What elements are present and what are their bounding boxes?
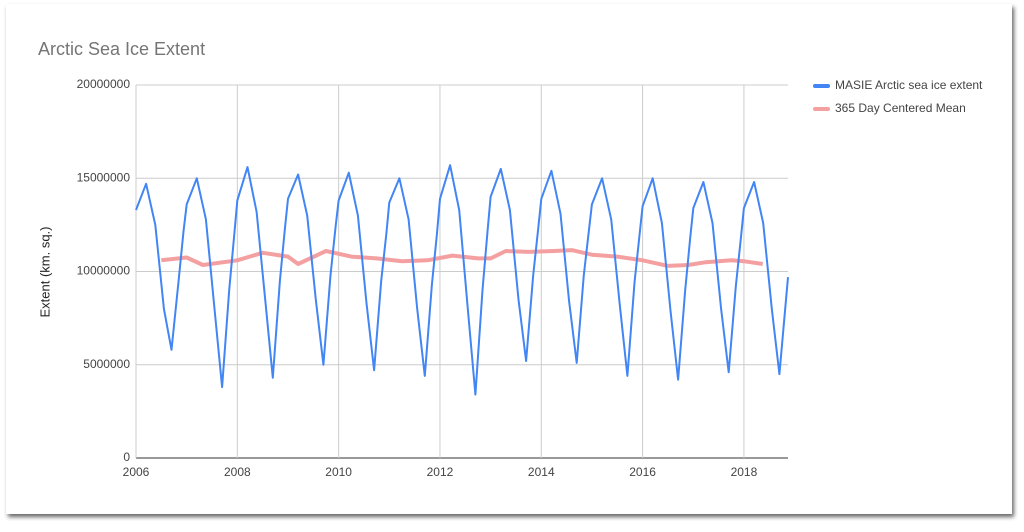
y-axis-label: Extent (km. sq.) (37, 226, 52, 317)
chart-title: Arctic Sea Ice Extent (38, 39, 205, 59)
y-tick-label: 20000000 (77, 77, 131, 91)
y-tick-label: 10000000 (77, 264, 131, 278)
x-tick-label: 2014 (528, 465, 555, 479)
y-tick-label: 5000000 (83, 357, 130, 371)
x-tick-label: 2018 (731, 465, 758, 479)
legend-label: 365 Day Centered Mean (835, 101, 966, 115)
y-tick-label: 0 (123, 450, 130, 464)
legend-label: MASIE Arctic sea ice extent (835, 78, 983, 92)
x-tick-label: 2006 (123, 465, 150, 479)
x-tick-label: 2008 (224, 465, 251, 479)
y-tick-label: 15000000 (77, 170, 131, 184)
x-tick-label: 2012 (427, 465, 454, 479)
data-line (135, 164, 789, 396)
x-tick-label: 2016 (629, 465, 656, 479)
x-tick-label: 2010 (325, 465, 352, 479)
